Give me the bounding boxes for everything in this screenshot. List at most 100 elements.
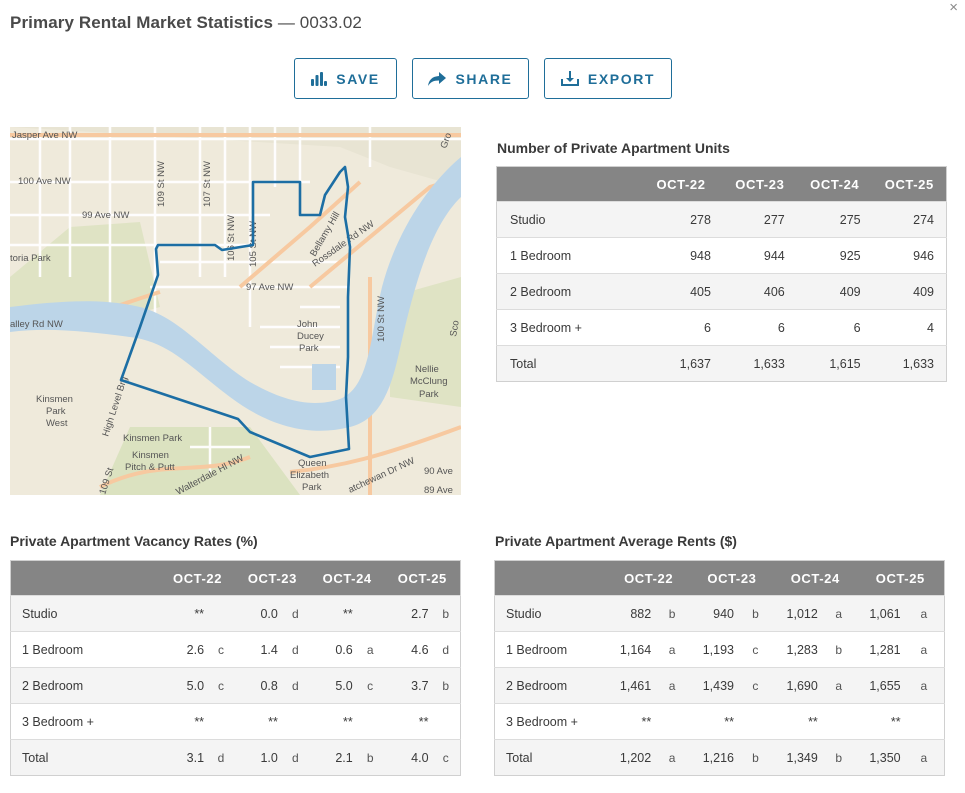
column-header — [494, 560, 608, 596]
row-label: Total — [10, 739, 161, 776]
quality-grade: d — [280, 595, 310, 632]
map-label: toria Park — [10, 253, 51, 264]
share-arrow-icon — [428, 71, 447, 86]
cell-value: ** — [384, 703, 432, 740]
map-label: Kinsmen — [36, 394, 73, 405]
row-label: Studio — [10, 595, 161, 632]
parkland-shade — [10, 222, 160, 327]
quality-grade — [207, 703, 235, 740]
cell-value: 5.0 — [309, 667, 356, 704]
quality-grade: b — [431, 595, 461, 632]
cell-value: ** — [607, 703, 655, 740]
area-boundary[interactable] — [119, 165, 352, 459]
cell-value: 405 — [639, 273, 723, 310]
table-row: Studio ** 0.0 d ** 2.7 b — [10, 595, 461, 632]
bar-chart-icon — [311, 71, 328, 86]
row-label: 3 Bedroom + — [494, 703, 608, 740]
cell-value: ** — [309, 703, 356, 740]
save-button[interactable]: SAVE — [294, 58, 397, 99]
column-header: OCT-25 — [872, 166, 947, 202]
table-row: 3 Bedroom + 6 6 6 4 — [496, 309, 947, 346]
table-row: Studio 882 b 940 b 1,012 a 1,061 a — [494, 595, 945, 632]
vacancy-table-title: Private Apartment Vacancy Rates (%) — [10, 533, 258, 549]
cell-value: 1,633 — [872, 345, 947, 382]
column-header: OCT-25 — [384, 560, 461, 596]
cell-value: 1,461 — [607, 667, 655, 704]
cell-value: 882 — [607, 595, 655, 632]
page-title-text: Primary Rental Market Statistics — [10, 13, 274, 32]
cell-value: 940 — [690, 595, 737, 632]
row-label: 3 Bedroom + — [10, 703, 161, 740]
map-label: Park — [302, 482, 322, 493]
cell-value: 1,439 — [690, 667, 737, 704]
column-header: OCT-24 — [796, 166, 873, 202]
export-button[interactable]: EXPORT — [544, 58, 672, 99]
column-header: OCT-24 — [309, 560, 385, 596]
close-icon[interactable]: × — [949, 0, 958, 16]
table-row: 1 Bedroom 1,164 a 1,193 c 1,283 b 1,281 … — [494, 631, 945, 668]
row-label: 3 Bedroom + — [496, 309, 640, 346]
map-label: 100 St NW — [376, 296, 387, 342]
map-label: Nellie — [415, 364, 439, 375]
cell-value: 2.1 — [309, 739, 356, 776]
quality-grade: b — [820, 739, 857, 776]
share-button[interactable]: SHARE — [412, 58, 529, 99]
quality-grade: c — [431, 739, 461, 776]
column-header: OCT-23 — [234, 560, 310, 596]
map-label: 107 St NW — [202, 161, 213, 207]
map-label: Elizabeth — [290, 470, 329, 481]
map-label: 106 St NW — [226, 215, 237, 261]
share-button-label: SHARE — [455, 70, 513, 87]
quality-grade: c — [207, 667, 235, 704]
map-label: 90 Ave — [424, 466, 453, 477]
map-label: Park — [299, 343, 319, 354]
cell-value: 275 — [796, 201, 873, 238]
quality-grade: a — [654, 667, 691, 704]
cell-value: 6 — [639, 309, 723, 346]
cell-value: 1,061 — [856, 595, 904, 632]
map-label: Kinsmen — [132, 450, 169, 461]
table-header-row: OCT-22 OCT-23 OCT-24 OCT-25 — [10, 560, 461, 596]
map-label: 89 Ave — [424, 485, 453, 495]
cell-value: 1,690 — [773, 667, 821, 704]
save-button-label: SAVE — [336, 70, 380, 87]
quality-grade: a — [820, 595, 857, 632]
row-label: Total — [494, 739, 608, 776]
table-row: Total 3.1 d 1.0 d 2.1 b 4.0 c — [10, 739, 461, 776]
quality-grade — [207, 595, 235, 632]
cell-value: 1,012 — [773, 595, 821, 632]
cell-value: 6 — [722, 309, 797, 346]
cell-value: 274 — [872, 201, 947, 238]
cell-value: 0.6 — [309, 631, 356, 668]
quality-grade: b — [820, 631, 857, 668]
quality-grade: a — [903, 667, 945, 704]
cell-value: 1.4 — [234, 631, 281, 668]
units-table: OCT-22 OCT-23 OCT-24 OCT-25 Studio 278 2… — [496, 166, 947, 382]
pond — [312, 364, 336, 390]
vacancy-table: OCT-22 OCT-23 OCT-24 OCT-25 Studio ** 0.… — [10, 560, 461, 776]
map-label: Pitch & Putt — [125, 462, 175, 473]
page-title: Primary Rental Market Statistics — 0033.… — [10, 13, 362, 33]
table-row: Total 1,202 a 1,216 b 1,349 b 1,350 a — [494, 739, 945, 776]
area-map[interactable]: Jasper Ave NW 100 Ave NW 99 Ave NW toria… — [10, 127, 461, 495]
column-header: OCT-22 — [607, 560, 691, 596]
cell-value: ** — [856, 703, 904, 740]
map-label: Queen — [298, 458, 327, 469]
table-header-row: OCT-22 OCT-23 OCT-24 OCT-25 — [496, 166, 947, 202]
quality-grade — [355, 595, 385, 632]
map-label: John — [297, 319, 318, 330]
quality-grade — [903, 703, 945, 740]
quality-grade: d — [280, 667, 310, 704]
map-label: Kinsmen Park — [123, 433, 182, 444]
cell-value: 409 — [872, 273, 947, 310]
rents-table-title: Private Apartment Average Rents ($) — [495, 533, 737, 549]
river — [10, 157, 461, 431]
quality-grade — [654, 703, 691, 740]
row-label: 2 Bedroom — [494, 667, 608, 704]
map-label: 109 St NW — [156, 161, 167, 207]
row-label: Studio — [494, 595, 608, 632]
column-header: OCT-25 — [856, 560, 945, 596]
quality-grade: b — [654, 595, 691, 632]
cell-value: 6 — [796, 309, 873, 346]
cell-value: ** — [309, 595, 356, 632]
